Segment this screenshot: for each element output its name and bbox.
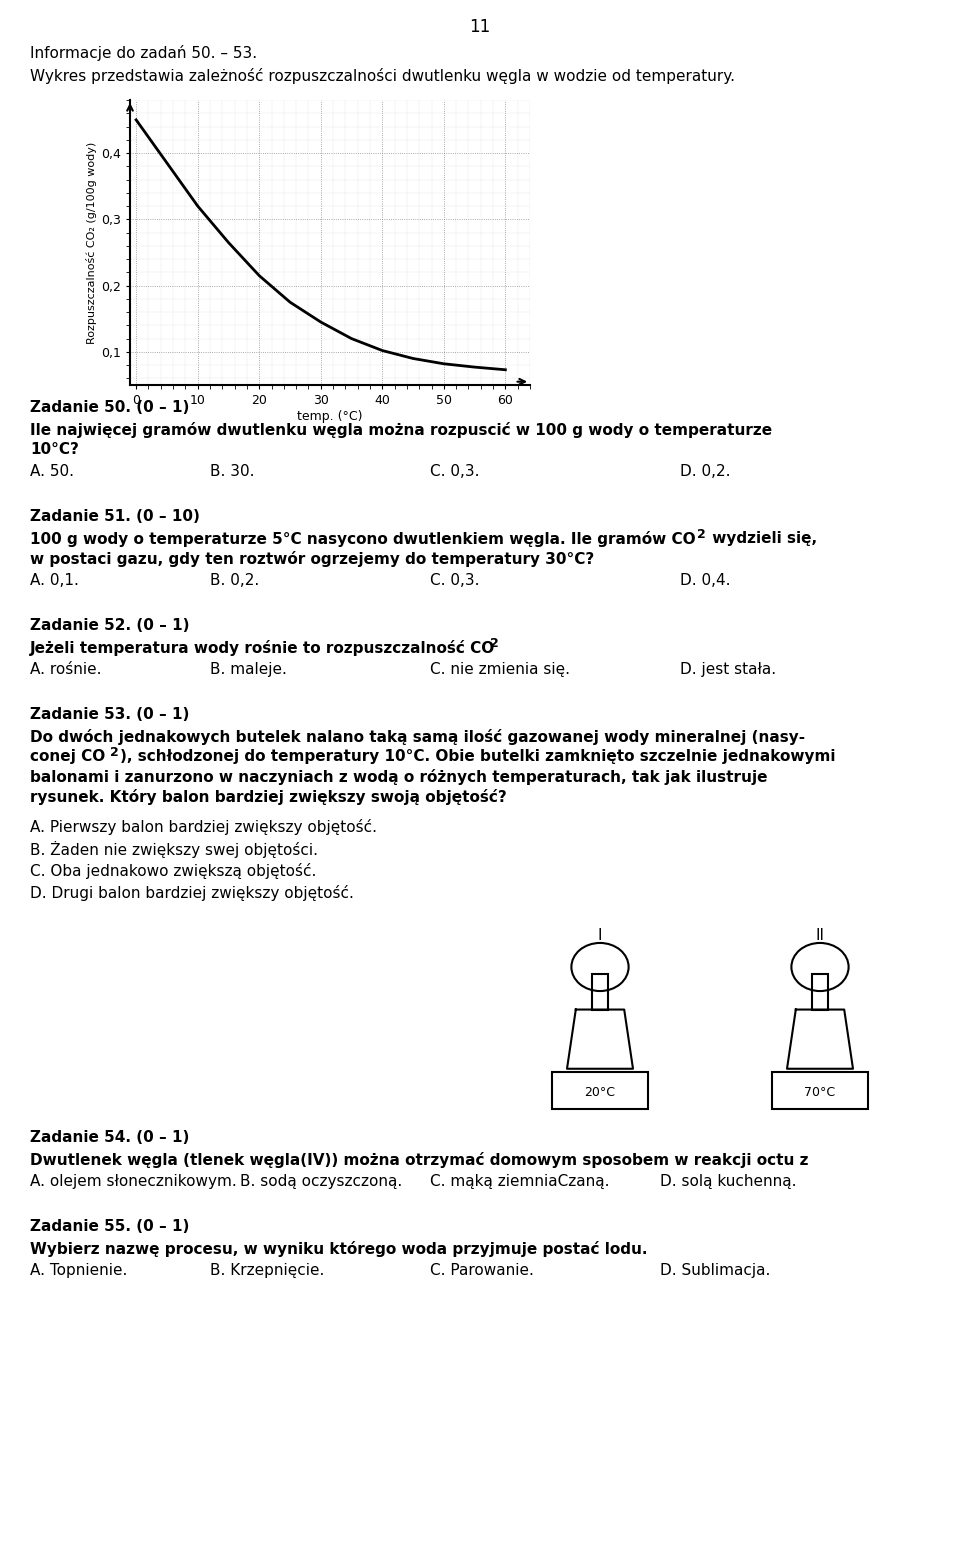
Text: A. olejem słonecznikowym.: A. olejem słonecznikowym. (30, 1173, 237, 1189)
Text: Jeżeli temperatura wody rośnie to rozpuszczalność CO: Jeżeli temperatura wody rośnie to rozpus… (30, 640, 495, 655)
Text: Ile najwięcej gramów dwutlenku węgla można rozpuscić w 100 g wody o temperaturze: Ile najwięcej gramów dwutlenku węgla moż… (30, 423, 772, 438)
Text: 70°C: 70°C (804, 1086, 835, 1098)
X-axis label: temp. (°C): temp. (°C) (298, 410, 363, 423)
Text: Do dwóch jednakowych butelek nalano taką samą ilość gazowanej wody mineralnej (n: Do dwóch jednakowych butelek nalano taką… (30, 729, 805, 745)
Text: Dwutlenek węgla (tlenek węgla(IV)) można otrzymać domowym sposobem w reakcji oct: Dwutlenek węgla (tlenek węgla(IV)) można… (30, 1152, 808, 1167)
Y-axis label: Rozpuszczalność CO₂ (g/100g wody): Rozpuszczalność CO₂ (g/100g wody) (86, 142, 97, 344)
Text: C. 0,3.: C. 0,3. (430, 574, 479, 588)
Text: A. Pierwszy balon bardziej zwiększy objętość.: A. Pierwszy balon bardziej zwiększy obję… (30, 819, 377, 836)
Text: B. 30.: B. 30. (210, 464, 254, 480)
Text: A. 0,1.: A. 0,1. (30, 574, 79, 588)
Bar (592, 975, 608, 1010)
Text: C. nie zmienia się.: C. nie zmienia się. (430, 662, 570, 677)
Text: ), schłodzonej do temperatury 10°C. Obie butelki zamknięto szczelnie jednakowymi: ), schłodzonej do temperatury 10°C. Obie… (120, 749, 835, 763)
Text: B. sodą oczyszczoną.: B. sodą oczyszczoną. (240, 1173, 402, 1189)
Text: Zadanie 53. (0 – 1): Zadanie 53. (0 – 1) (30, 706, 189, 722)
Text: balonami i zanurzono w naczyniach z wodą o różnych temperaturach, tak jak ilustr: balonami i zanurzono w naczyniach z wodą… (30, 769, 767, 785)
Text: D. 0,4.: D. 0,4. (680, 574, 731, 588)
Text: C. Oba jednakowo zwiększą objętość.: C. Oba jednakowo zwiększą objętość. (30, 864, 317, 879)
Text: C. Parowanie.: C. Parowanie. (430, 1263, 534, 1278)
Text: B. Krzepnięcie.: B. Krzepnięcie. (210, 1263, 324, 1278)
Text: I: I (598, 928, 602, 944)
Text: 11: 11 (469, 19, 491, 35)
Text: Zadanie 50. (0 – 1): Zadanie 50. (0 – 1) (30, 399, 189, 415)
Text: conej CO: conej CO (30, 749, 106, 763)
Text: 2: 2 (697, 527, 706, 541)
Text: w postaci gazu, gdy ten roztwór ogrzejemy do temperatury 30°C?: w postaci gazu, gdy ten roztwór ogrzejem… (30, 550, 594, 567)
Text: II: II (815, 928, 825, 944)
Text: Wybierz nazwę procesu, w wyniku którego woda przyjmuje postać lodu.: Wybierz nazwę procesu, w wyniku którego … (30, 1241, 647, 1257)
Text: wydzieli się,: wydzieli się, (707, 530, 817, 546)
Text: 2: 2 (110, 746, 119, 759)
Text: B. Żaden nie zwiększy swej objętości.: B. Żaden nie zwiększy swej objętości. (30, 840, 318, 857)
Text: C. mąką ziemniaCzaną.: C. mąką ziemniaCzaną. (430, 1173, 610, 1189)
Text: D. Sublimacja.: D. Sublimacja. (660, 1263, 770, 1278)
Text: 2: 2 (490, 637, 499, 651)
Bar (812, 975, 828, 1010)
Text: rysunek. Który balon bardziej zwiększy swoją objętość?: rysunek. Który balon bardziej zwiększy s… (30, 790, 507, 805)
Text: B. maleje.: B. maleje. (210, 662, 287, 677)
Text: A. rośnie.: A. rośnie. (30, 662, 102, 677)
Text: Zadanie 52. (0 – 1): Zadanie 52. (0 – 1) (30, 618, 189, 634)
Text: A. Topnienie.: A. Topnienie. (30, 1263, 128, 1278)
Text: 20°C: 20°C (585, 1086, 615, 1098)
Text: 10°C?: 10°C? (30, 443, 79, 456)
Text: A. 50.: A. 50. (30, 464, 74, 480)
Text: Informacje do zadań 50. – 53.: Informacje do zadań 50. – 53. (30, 45, 257, 62)
Text: D. 0,2.: D. 0,2. (680, 464, 731, 480)
Bar (772, 1072, 869, 1109)
Text: Zadanie 51. (0 – 10): Zadanie 51. (0 – 10) (30, 509, 200, 524)
Text: C. 0,3.: C. 0,3. (430, 464, 479, 480)
Text: D. Drugi balon bardziej zwiększy objętość.: D. Drugi balon bardziej zwiększy objętoś… (30, 885, 354, 901)
Text: D. solą kuchenną.: D. solą kuchenną. (660, 1173, 797, 1189)
Text: Zadanie 54. (0 – 1): Zadanie 54. (0 – 1) (30, 1130, 189, 1146)
Text: Wykres przedstawia zależność rozpuszczalności dwutlenku węgla w wodzie od temper: Wykres przedstawia zależność rozpuszczal… (30, 68, 735, 83)
Text: B. 0,2.: B. 0,2. (210, 574, 259, 588)
Text: Zadanie 55. (0 – 1): Zadanie 55. (0 – 1) (30, 1220, 189, 1234)
Bar (552, 1072, 648, 1109)
Text: D. jest stała.: D. jest stała. (680, 662, 776, 677)
Text: 100 g wody o temperaturze 5°C nasycono dwutlenkiem węgla. Ile gramów CO: 100 g wody o temperaturze 5°C nasycono d… (30, 530, 696, 547)
